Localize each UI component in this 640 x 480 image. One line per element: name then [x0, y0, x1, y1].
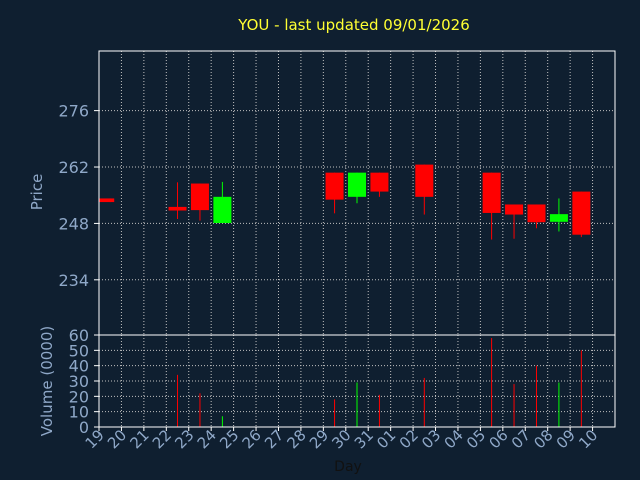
volume-axis-label: Volume (0000) [38, 326, 56, 436]
volume-tick-label: 0 [79, 418, 89, 437]
candle-body [415, 164, 434, 197]
volume-grid [99, 335, 615, 427]
price-tick-label: 234 [58, 271, 89, 290]
chart-title: YOU - last updated 09/01/2026 [237, 16, 470, 34]
candle-body [190, 183, 209, 211]
volume-panel-frame [98, 334, 616, 428]
volume-series [177, 338, 582, 427]
candlestick-series [99, 164, 591, 240]
candle-body [482, 172, 501, 213]
price-grid [99, 51, 615, 335]
volume-tick-label: 60 [69, 326, 89, 345]
x-tick-label: 10 [575, 426, 601, 452]
price-axis-ticks: 234 248 262 276 [58, 102, 99, 290]
volume-tick-label: 20 [69, 387, 89, 406]
candle-body [348, 172, 366, 197]
volume-tick-label: 50 [69, 341, 89, 360]
candle-body [213, 196, 232, 224]
volume-tick-label: 40 [69, 357, 89, 376]
candle-body [549, 214, 568, 222]
x-axis-ticks: 1920212223242526272829303101020304050607… [82, 426, 602, 452]
price-tick-label: 262 [58, 158, 89, 177]
candle-body [99, 198, 115, 203]
candle-body [505, 204, 524, 215]
price-tick-label: 248 [58, 214, 89, 233]
volume-tick-label: 30 [69, 372, 89, 391]
candle-body [325, 172, 344, 200]
candle-body [370, 172, 389, 192]
volume-tick-label: 10 [69, 403, 89, 422]
candle-body [168, 206, 187, 211]
candle-body [527, 204, 546, 223]
candle-body [572, 191, 591, 235]
x-axis-label: Day [334, 459, 362, 475]
price-axis-label: Price [28, 174, 46, 211]
price-tick-label: 276 [58, 102, 89, 121]
